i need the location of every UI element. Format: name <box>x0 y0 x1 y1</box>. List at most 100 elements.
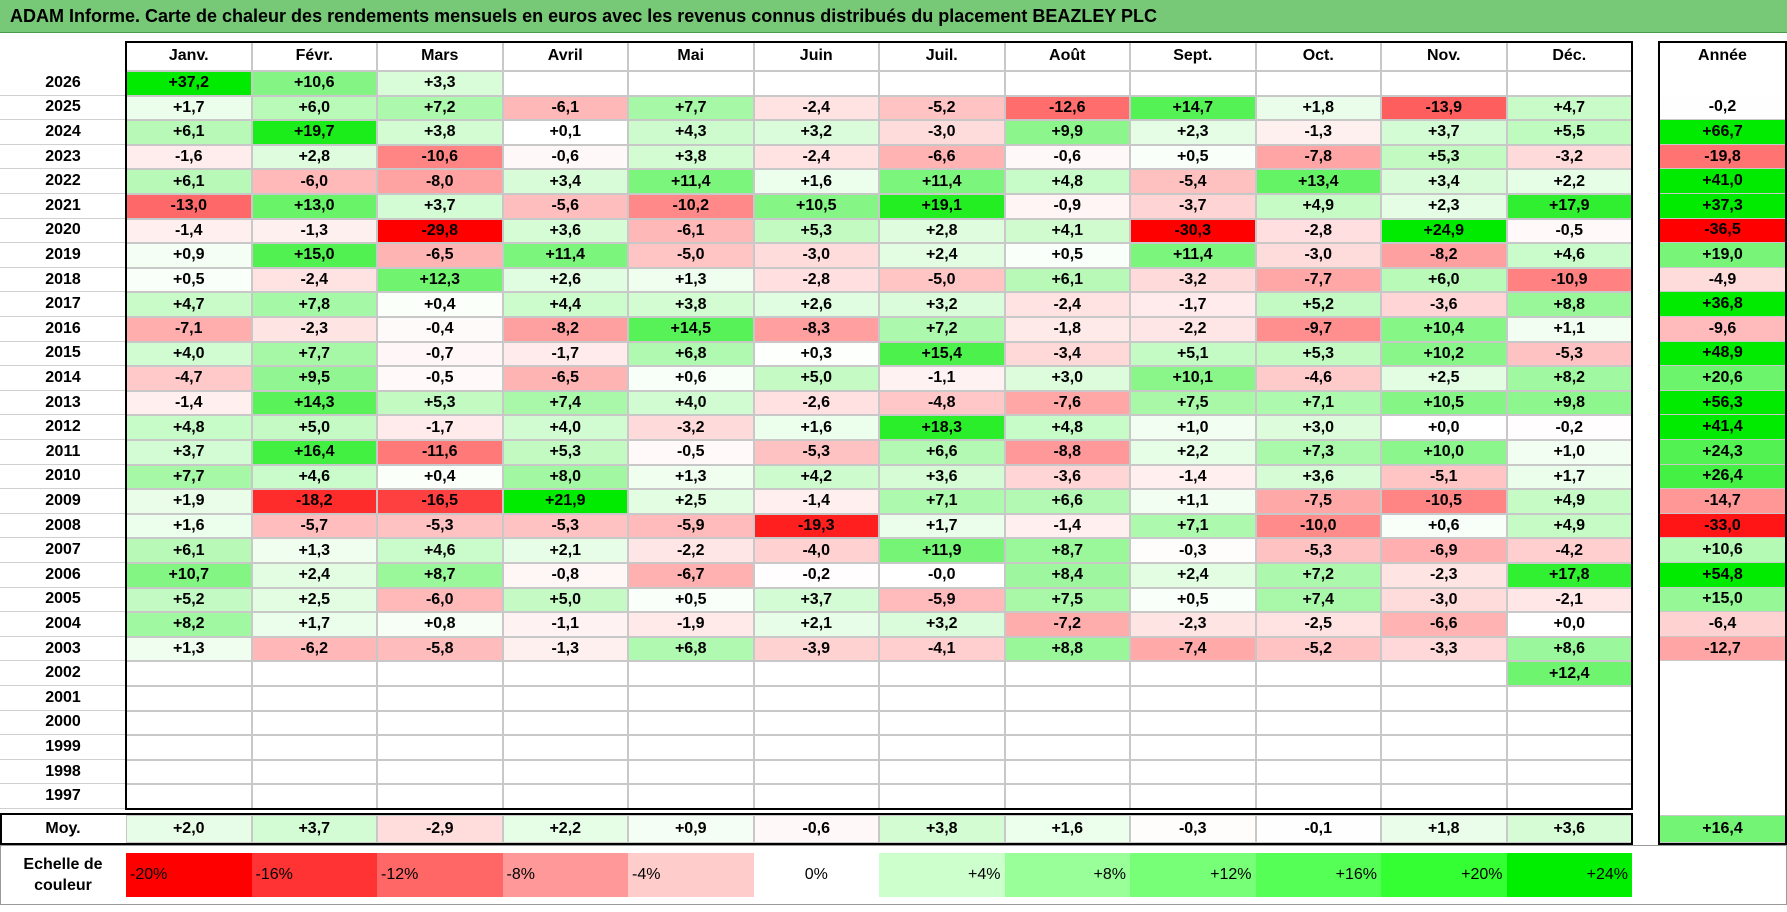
row-year-label: 2013 <box>0 390 126 416</box>
heatmap-cell: -1,4 <box>1004 513 1130 539</box>
heatmap-cell: +10,6 <box>251 71 377 96</box>
annual-cell <box>1659 661 1786 686</box>
heatmap-cell <box>502 735 628 760</box>
heatmap-cell: +1,0 <box>1130 415 1256 440</box>
annual-cell <box>1659 686 1786 711</box>
heatmap-cell: +1,7 <box>126 95 252 121</box>
heatmap-cell: -10,6 <box>377 144 503 170</box>
heatmap-cell: +16,4 <box>251 440 377 465</box>
heatmap-cell: +1,0 <box>1506 440 1632 465</box>
heatmap-cell: -7,6 <box>1004 390 1130 416</box>
heatmap-cell: -0,9 <box>1004 194 1130 219</box>
heatmap-cell: +1,7 <box>1506 464 1632 490</box>
heatmap-cell: +3,7 <box>1381 120 1507 145</box>
heatmap-cell: +37,2 <box>126 71 252 96</box>
heatmap-cell: -0,8 <box>502 563 628 588</box>
heatmap-cell: -5,3 <box>377 513 503 539</box>
heatmap-cell: +0,4 <box>377 292 503 317</box>
heatmap-cell: +2,2 <box>1506 169 1632 194</box>
heatmap-cell <box>502 686 628 711</box>
heatmap-cell: +4,8 <box>1004 415 1130 440</box>
heatmap-cell: +1,8 <box>1255 95 1381 121</box>
heatmap-cell <box>1381 686 1507 711</box>
heatmap-cell: +4,6 <box>251 464 377 490</box>
heatmap-cell <box>377 784 503 809</box>
heatmap-cell: +4,0 <box>628 390 754 416</box>
heatmap-cell: +6,0 <box>251 95 377 121</box>
heatmap-cell: -0,0 <box>879 563 1005 588</box>
heatmap-cell: +8,2 <box>1506 366 1632 391</box>
heatmap-cell: +15,0 <box>251 243 377 268</box>
heatmap-cell <box>1255 71 1381 96</box>
heatmap-cell: +3,2 <box>753 120 879 145</box>
annual-cell: +20,6 <box>1659 366 1786 391</box>
legend-swatch: -12% <box>377 853 503 897</box>
row-year-label: 2026 <box>0 71 126 96</box>
heatmap-cell: +4,7 <box>1506 95 1632 121</box>
heatmap-cell: -6,6 <box>879 144 1005 170</box>
heatmap-cell: +8,7 <box>377 563 503 588</box>
heatmap-cell: -5,8 <box>377 636 503 662</box>
heatmap-cell: +3,0 <box>1255 415 1381 440</box>
heatmap-cell: -0,6 <box>502 144 628 170</box>
heatmap-cell: +2,5 <box>628 489 754 514</box>
average-cell: -0,1 <box>1255 815 1381 843</box>
column-header: Déc. <box>1506 41 1632 71</box>
heatmap-cell: -0,4 <box>377 317 503 342</box>
heatmap-cell: -1,7 <box>1130 292 1256 317</box>
heatmap-cell: -2,2 <box>1130 317 1256 342</box>
heatmap-cell: -9,7 <box>1255 317 1381 342</box>
annual-cell: +10,6 <box>1659 538 1786 563</box>
heatmap-cell <box>502 710 628 736</box>
heatmap-cell: -6,1 <box>628 218 754 244</box>
heatmap-cell <box>1004 71 1130 96</box>
heatmap-cell: +4,9 <box>1506 513 1632 539</box>
row-year-label: 2000 <box>0 710 126 736</box>
heatmap-cell: -1,6 <box>126 144 252 170</box>
heatmap-cell: +19,7 <box>251 120 377 145</box>
heatmap-cell: -0,7 <box>377 341 503 367</box>
row-year-label: 2022 <box>0 169 126 194</box>
heatmap-cell <box>251 710 377 736</box>
heatmap-cell: +4,1 <box>1004 218 1130 244</box>
annual-cell: +19,0 <box>1659 243 1786 268</box>
heatmap-cell: -4,6 <box>1255 366 1381 391</box>
row-year-label: 1997 <box>0 784 126 809</box>
heatmap-cell: +5,0 <box>251 415 377 440</box>
heatmap-cell: +10,4 <box>1381 317 1507 342</box>
heatmap-cell: +9,8 <box>1506 390 1632 416</box>
heatmap-cell: +9,5 <box>251 366 377 391</box>
heatmap-cell: +10,7 <box>126 563 252 588</box>
heatmap-cell: -5,7 <box>251 513 377 539</box>
heatmap-cell <box>502 71 628 96</box>
heatmap-cell: -3,0 <box>1255 243 1381 268</box>
heatmap-cell: +5,3 <box>1381 144 1507 170</box>
row-year-label: 1998 <box>0 759 126 785</box>
heatmap-cell <box>377 686 503 711</box>
heatmap-cell: -3,0 <box>1381 587 1507 613</box>
heatmap-cell <box>1130 735 1256 760</box>
heatmap-cell: +13,0 <box>251 194 377 219</box>
annual-cell: +37,3 <box>1659 194 1786 219</box>
legend-swatch: +12% <box>1130 853 1256 897</box>
legend-swatch: -16% <box>251 853 377 897</box>
heatmap-cell: +7,2 <box>879 317 1005 342</box>
row-year-label: 2016 <box>0 317 126 342</box>
heatmap-cell <box>126 735 252 760</box>
heatmap-cell: -6,0 <box>377 587 503 613</box>
heatmap-cell: +4,8 <box>1004 169 1130 194</box>
heatmap-cell: -3,0 <box>753 243 879 268</box>
heatmap-cell: -18,2 <box>251 489 377 514</box>
heatmap-cell: -3,4 <box>1004 341 1130 367</box>
heatmap-cell <box>1004 759 1130 785</box>
heatmap-cell: +8,4 <box>1004 563 1130 588</box>
heatmap-cell: +0,0 <box>1506 612 1632 637</box>
heatmap-cell: +3,7 <box>126 440 252 465</box>
heatmap-cell: -19,3 <box>753 513 879 539</box>
heatmap-cell: -2,3 <box>1130 612 1256 637</box>
annual-cell <box>1659 784 1786 809</box>
heatmap-cell: -2,8 <box>1255 218 1381 244</box>
heatmap-cell: +0,5 <box>628 587 754 613</box>
heatmap-cell: +1,6 <box>126 513 252 539</box>
heatmap-cell <box>251 661 377 686</box>
